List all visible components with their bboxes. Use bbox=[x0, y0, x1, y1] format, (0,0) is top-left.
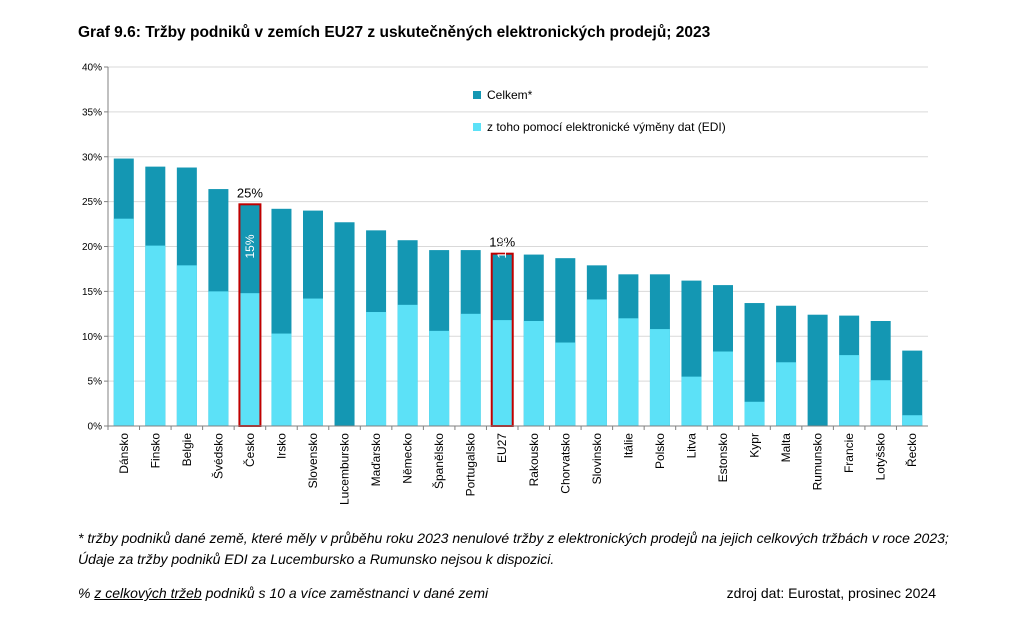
bar-edi-irsko bbox=[271, 333, 292, 426]
y-axis: 0% 5% 10% 15% 20% 25% 30% 35% 40% bbox=[82, 63, 109, 433]
legend-swatch-edi bbox=[473, 123, 481, 131]
measure-underlined: z celkových tržeb bbox=[94, 585, 202, 601]
bar-edi-česko bbox=[239, 293, 260, 426]
y-tick-label: 10% bbox=[82, 332, 102, 343]
bar-celkem-řecko bbox=[902, 350, 923, 426]
bar-edi-německo bbox=[397, 304, 418, 426]
x-tick-label-lucembursko: Lucembursko bbox=[338, 433, 352, 505]
bar-edi-eu27 bbox=[492, 320, 513, 426]
bar-edi-švédsko bbox=[208, 291, 229, 426]
x-tick-label-lotyšsko: Lotyšsko bbox=[874, 433, 888, 481]
legend-swatch-celkem bbox=[473, 91, 481, 99]
y-tick-label: 5% bbox=[88, 377, 103, 388]
x-tick-label-rakousko: Rakousko bbox=[527, 433, 541, 487]
y-tick-label: 40% bbox=[82, 63, 102, 74]
x-tick-label-litva: Litva bbox=[684, 433, 698, 459]
bar-edi-finsko bbox=[145, 245, 166, 426]
bar-celkem-lucembursko bbox=[334, 222, 355, 426]
bar-edi-kypr bbox=[744, 401, 765, 426]
bar-edi-dánsko bbox=[113, 218, 134, 426]
legend-label-celkem: Celkem* bbox=[487, 88, 533, 102]
y-tick-label: 15% bbox=[82, 287, 102, 298]
bar-celkem-kypr bbox=[744, 303, 765, 426]
footnote: * tržby podniků dané země, které měly v … bbox=[78, 530, 949, 567]
x-tick-label-portugalsko: Portugalsko bbox=[464, 433, 478, 497]
bar-edi-litva bbox=[681, 376, 702, 426]
y-tick-label: 25% bbox=[82, 197, 102, 208]
measure-prefix: % bbox=[78, 585, 95, 601]
data-label-edi-česko: 15% bbox=[243, 234, 257, 258]
bar-edi-portugalsko bbox=[460, 313, 481, 426]
data-label-total-eu27: 19% bbox=[489, 235, 515, 250]
data-label-edi-eu27: 12% bbox=[495, 234, 509, 258]
y-tick-label: 35% bbox=[82, 107, 102, 118]
x-tick-label-dánsko: Dánsko bbox=[117, 433, 131, 474]
bar-edi-slovensko bbox=[303, 298, 323, 426]
bar-edi-maďarsko bbox=[366, 312, 387, 426]
data-label-total-česko: 25% bbox=[237, 185, 263, 200]
x-tick-label-francie: Francie bbox=[842, 433, 856, 473]
x-tick-label-slovensko: Slovensko bbox=[306, 433, 320, 489]
measure-suffix: podniků s 10 a více zaměstnanci v dané z… bbox=[201, 585, 489, 601]
x-tick-label-švédsko: Švédsko bbox=[210, 433, 225, 479]
bar-edi-polsko bbox=[649, 329, 670, 426]
bar-edi-chorvatsko bbox=[555, 342, 576, 426]
bar-edi-slovinsko bbox=[586, 299, 607, 426]
x-tick-label-estonsko: Estonsko bbox=[716, 433, 730, 483]
x-axis: Dánsko Finsko Belgie Švédsko Česko Irsko Slove… bbox=[107, 425, 928, 505]
bar-edi-francie bbox=[839, 355, 860, 426]
x-tick-label-česko: Česko bbox=[242, 433, 257, 467]
bar-edi-řecko bbox=[902, 415, 923, 426]
bar-edi-rakousko bbox=[523, 320, 544, 426]
legend-label-edi: z toho pomocí elektronické výměny dat (E… bbox=[487, 120, 726, 134]
y-tick-label: 30% bbox=[82, 152, 102, 163]
x-tick-label-německo: Německo bbox=[401, 433, 415, 484]
x-tick-label-itálie: Itálie bbox=[621, 433, 635, 459]
x-tick-label-finsko: Finsko bbox=[148, 433, 162, 469]
y-tick-label: 0% bbox=[88, 422, 103, 433]
x-tick-label-belgie: Belgie bbox=[180, 433, 194, 467]
bar-edi-belgie bbox=[176, 265, 197, 426]
bar-edi-malta bbox=[776, 362, 797, 426]
x-tick-label-chorvatsko: Chorvatsko bbox=[558, 433, 572, 494]
bars: 25% 15% 19%12% bbox=[113, 158, 923, 427]
source-note: zdroj dat: Eurostat, prosinec 2024 bbox=[726, 585, 936, 601]
x-tick-label-rumunsko: Rumunsko bbox=[811, 433, 825, 491]
y-tick-label: 20% bbox=[82, 242, 102, 253]
x-tick-label-polsko: Polsko bbox=[653, 433, 667, 469]
x-tick-label-irsko: Irsko bbox=[274, 433, 288, 459]
x-tick-label-eu27: EU27 bbox=[495, 433, 509, 463]
x-tick-label-španělsko: Španělsko bbox=[431, 433, 446, 489]
bar-edi-lotyšsko bbox=[870, 380, 891, 426]
bar-chart: 0% 5% 10% 15% 20% 25% 30% 35% 40% 25% 15% 19%12% D… bbox=[82, 63, 928, 505]
x-tick-label-maďarsko: Maďarsko bbox=[369, 433, 383, 487]
bar-edi-estonsko bbox=[713, 351, 733, 426]
bar-celkem-rumunsko bbox=[807, 314, 828, 426]
legend: Celkem* z toho pomocí elektronické výměny… bbox=[473, 88, 726, 134]
chart-title: Graf 9.6: Tržby podniků v zemích EU27 z … bbox=[78, 24, 711, 41]
bar-edi-itálie bbox=[618, 318, 639, 426]
measure-note: % z celkových tržeb podniků s 10 a více … bbox=[78, 585, 488, 601]
x-tick-label-řecko: Řecko bbox=[904, 433, 919, 467]
bar-edi-španělsko bbox=[429, 330, 450, 426]
x-tick-label-slovinsko: Slovinsko bbox=[590, 433, 604, 485]
x-tick-label-kypr: Kypr bbox=[748, 433, 762, 458]
x-tick-label-malta: Malta bbox=[779, 433, 793, 463]
